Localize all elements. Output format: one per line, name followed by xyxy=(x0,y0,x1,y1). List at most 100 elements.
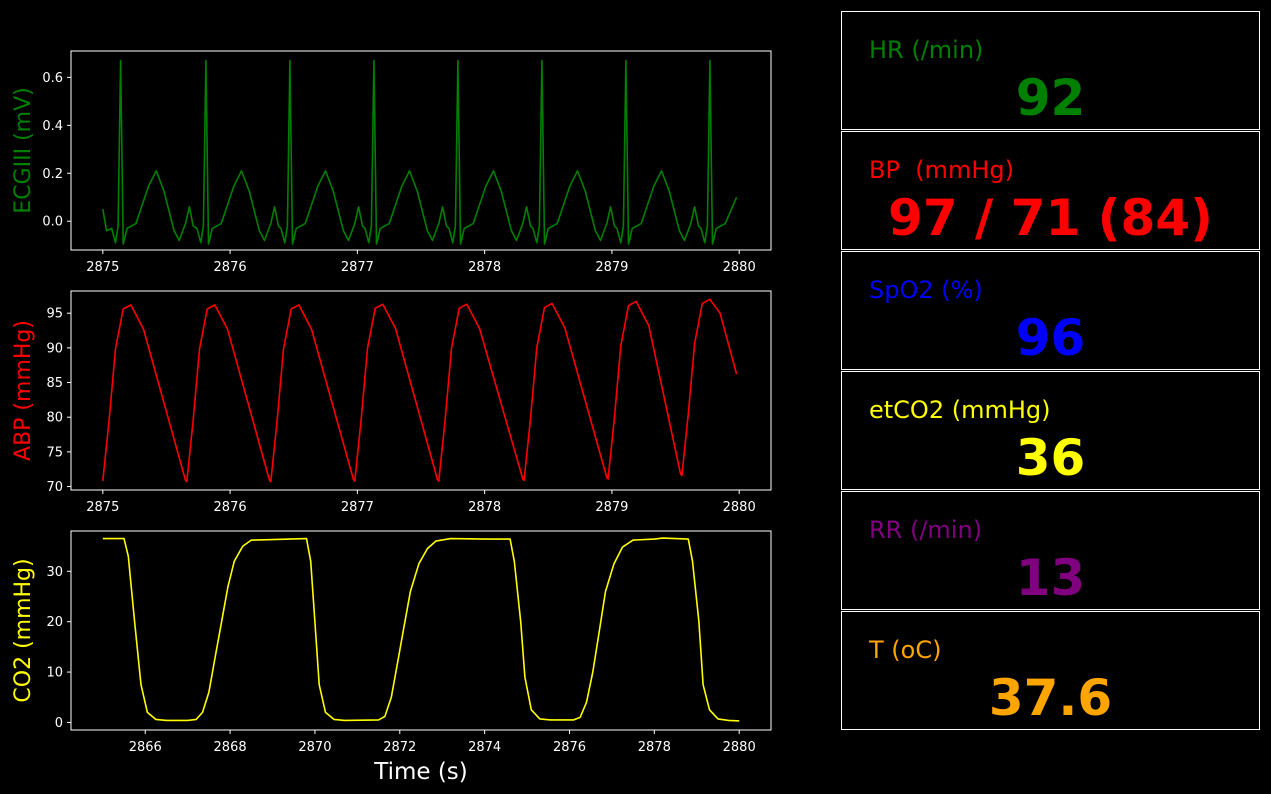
x-tick-ecg: 2875 xyxy=(86,250,119,275)
chart-co2: 2866 2868 2870 2872 2874 2876 2878 2880 0 10 20 30 C… xyxy=(11,530,772,755)
etco2-value: 36 xyxy=(1015,429,1086,487)
y-tick-label: 85 xyxy=(46,376,63,391)
x-tick-co2: 2874 xyxy=(468,730,501,755)
vital-box-etco2: etCO2 (mmHg) 36 xyxy=(841,371,1260,490)
x-tick-label: 2878 xyxy=(638,740,671,755)
rr-value: 13 xyxy=(1015,549,1086,607)
x-tick-label: 2866 xyxy=(129,740,162,755)
x-tick-co2: 2868 xyxy=(214,730,247,755)
y-tick-label: 80 xyxy=(46,411,63,426)
y-tick-label: 20 xyxy=(46,615,63,630)
x-tick-abp: 2877 xyxy=(341,490,374,515)
y-tick-label: 95 xyxy=(46,307,63,322)
temp-value: 37.6 xyxy=(988,669,1113,727)
x-tick-ecg: 2880 xyxy=(723,250,756,275)
plot-frame-co2 xyxy=(70,530,772,731)
y-tick-abp: 75 xyxy=(46,445,71,460)
y-axis-label-co2: CO2 (mmHg) xyxy=(11,558,36,702)
temp-label: T (oC) xyxy=(869,636,942,664)
y-tick-label: 0.6 xyxy=(42,71,63,86)
x-tick-abp: 2880 xyxy=(723,490,756,515)
x-tick-abp: 2878 xyxy=(468,490,501,515)
bp-value: 97 / 71 (84) xyxy=(888,189,1213,247)
y-tick-co2: 20 xyxy=(46,615,71,630)
y-tick-abp: 70 xyxy=(46,480,71,495)
x-tick-co2: 2880 xyxy=(723,730,756,755)
vital-box-spo2: SpO2 (%) 96 xyxy=(841,251,1260,370)
y-tick-label: 30 xyxy=(46,565,63,580)
x-tick-label: 2872 xyxy=(383,740,416,755)
x-tick-label: 2877 xyxy=(341,260,374,275)
x-tick-ecg: 2876 xyxy=(214,250,247,275)
x-tick-label: 2878 xyxy=(468,500,501,515)
x-tick-co2: 2872 xyxy=(383,730,416,755)
x-tick-label: 2874 xyxy=(468,740,501,755)
x-tick-label: 2879 xyxy=(595,500,628,515)
x-tick-abp: 2875 xyxy=(86,490,119,515)
x-tick-label: 2880 xyxy=(723,740,756,755)
spo2-value: 96 xyxy=(1015,309,1086,367)
y-tick-label: 10 xyxy=(46,666,63,681)
x-tick-co2: 2870 xyxy=(298,730,331,755)
x-tick-label: 2875 xyxy=(86,260,119,275)
plot-frame-abp xyxy=(70,290,772,491)
vital-box-bp: BP (mmHg) 97 / 71 (84) xyxy=(841,131,1260,250)
y-tick-ecg: 0.0 xyxy=(42,215,71,230)
y-tick-co2: 0 xyxy=(55,716,71,731)
y-tick-ecg: 0.2 xyxy=(42,167,71,182)
x-tick-label: 2876 xyxy=(553,740,586,755)
x-tick-label: 2878 xyxy=(468,260,501,275)
y-tick-label: 0.4 xyxy=(42,119,63,134)
x-tick-co2: 2878 xyxy=(638,730,671,755)
etco2-label: etCO2 (mmHg) xyxy=(869,396,1051,424)
series-line-abp xyxy=(102,298,738,483)
x-tick-label: 2879 xyxy=(595,260,628,275)
y-tick-co2: 30 xyxy=(46,565,71,580)
plot-frame-ecg xyxy=(70,50,772,251)
x-tick-co2: 2866 xyxy=(129,730,162,755)
x-tick-label: 2870 xyxy=(298,740,331,755)
x-tick-abp: 2876 xyxy=(214,490,247,515)
y-tick-label: 75 xyxy=(46,445,63,460)
hr-label: HR (/min) xyxy=(869,36,984,64)
vital-box-temp: T (oC) 37.6 xyxy=(841,611,1260,730)
rr-label: RR (/min) xyxy=(869,516,983,544)
x-tick-label: 2880 xyxy=(723,500,756,515)
series-line-ecg xyxy=(102,59,738,245)
x-tick-label: 2876 xyxy=(214,260,247,275)
x-tick-label: 2876 xyxy=(214,500,247,515)
x-tick-co2: 2876 xyxy=(553,730,586,755)
y-tick-co2: 10 xyxy=(46,666,71,681)
y-tick-label: 0.0 xyxy=(42,215,63,230)
y-tick-abp: 80 xyxy=(46,411,71,426)
y-tick-label: 70 xyxy=(46,480,63,495)
waveform-charts: 2875 2876 2877 2878 2879 2880 0.0 0.2 0.4 0.6 ECGI… xyxy=(11,50,772,785)
y-axis-label-abp: ABP (mmHg) xyxy=(11,320,36,461)
y-tick-label: 90 xyxy=(46,341,63,356)
hr-value: 92 xyxy=(1015,69,1086,127)
y-tick-abp: 95 xyxy=(46,307,71,322)
x-tick-ecg: 2879 xyxy=(595,250,628,275)
vital-box-hr: HR (/min) 92 xyxy=(841,11,1260,130)
x-tick-ecg: 2878 xyxy=(468,250,501,275)
y-tick-label: 0.2 xyxy=(42,167,63,182)
x-tick-abp: 2879 xyxy=(595,490,628,515)
bp-label: BP (mmHg) xyxy=(869,156,1014,184)
y-axis-label-ecg: ECGIII (mV) xyxy=(11,87,36,213)
x-axis-label: Time (s) xyxy=(373,759,468,785)
y-tick-abp: 90 xyxy=(46,341,71,356)
series-line-co2 xyxy=(102,537,740,722)
chart-abp: 2875 2876 2877 2878 2879 2880 70 75 80 85 90 95 ABP … xyxy=(11,290,772,515)
spo2-label: SpO2 (%) xyxy=(869,276,983,304)
y-tick-ecg: 0.6 xyxy=(42,71,71,86)
y-tick-ecg: 0.4 xyxy=(42,119,71,134)
vital-box-rr: RR (/min) 13 xyxy=(841,491,1260,610)
x-tick-label: 2875 xyxy=(86,500,119,515)
y-tick-label: 0 xyxy=(55,716,63,731)
x-tick-ecg: 2877 xyxy=(341,250,374,275)
y-tick-abp: 85 xyxy=(46,376,71,391)
x-tick-label: 2880 xyxy=(723,260,756,275)
x-tick-label: 2868 xyxy=(214,740,247,755)
chart-ecg: 2875 2876 2877 2878 2879 2880 0.0 0.2 0.4 0.6 ECGI… xyxy=(11,50,772,275)
